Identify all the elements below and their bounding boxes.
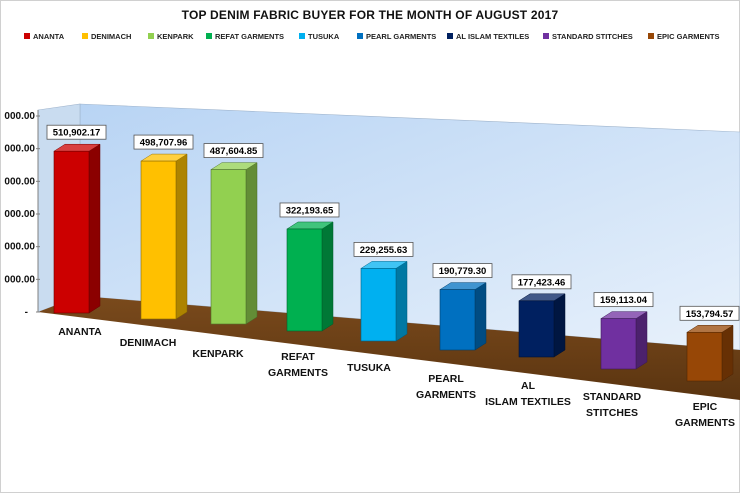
legend-item: PEARL GARMENTS <box>357 32 436 41</box>
data-label: 322,193.65 <box>286 205 334 216</box>
legend-swatch <box>543 33 549 39</box>
chart-title: TOP DENIM FABRIC BUYER FOR THE MONTH OF … <box>181 8 559 22</box>
x-tick-label: REFAT <box>281 351 315 363</box>
legend-label: STANDARD STITCHES <box>552 32 633 41</box>
legend-swatch <box>299 33 305 39</box>
data-label: 229,255.63 <box>360 245 408 256</box>
x-tick-label: PEARL <box>428 373 464 385</box>
y-tick-label: 000.00 <box>4 176 35 187</box>
bar-side <box>474 282 487 351</box>
y-tick-label: 000.00 <box>4 242 35 253</box>
legend-label: PEARL GARMENTS <box>366 32 437 41</box>
legend-swatch <box>648 33 654 39</box>
legend-swatch <box>206 33 212 39</box>
bar <box>518 300 555 358</box>
data-label-box <box>353 242 414 257</box>
legend-label: AL ISLAM TEXTILES <box>456 32 530 41</box>
bar-side <box>245 162 258 325</box>
data-label: 153,794.57 <box>686 309 734 320</box>
x-tick-label: AL <box>521 380 536 392</box>
y-tick-label: 000.00 <box>4 111 35 122</box>
data-label: 498,707.96 <box>140 138 188 149</box>
bar <box>140 160 177 320</box>
y-tick-label: 000.00 <box>4 209 35 220</box>
data-label-box <box>679 305 740 321</box>
x-tick-label: KENPARK <box>192 348 244 360</box>
legend-label: ANANTA <box>33 32 65 41</box>
x-tick-label: GARMENTS <box>268 367 328 379</box>
x-tick-label: ISLAM TEXTILES <box>485 396 571 408</box>
x-tick-label: DENIMACH <box>120 337 177 349</box>
data-label: 190,779.30 <box>439 266 487 277</box>
bar <box>53 150 90 314</box>
y-tick-label: 000.00 <box>4 144 35 155</box>
legend-swatch <box>357 33 363 39</box>
x-tick-label: STITCHES <box>586 407 638 419</box>
legend-swatch <box>82 33 88 39</box>
bar-side <box>175 153 188 320</box>
legend-label: EPIC GARMENTS <box>657 32 720 41</box>
x-tick-label: TUSUKA <box>347 362 391 374</box>
data-label: 510,902.17 <box>53 128 101 139</box>
legend-item: DENIMACH <box>82 32 131 41</box>
legend-item: ANANTA <box>24 32 64 41</box>
bar-side <box>88 143 101 314</box>
bar <box>686 331 723 382</box>
data-label-box <box>203 143 264 158</box>
x-tick-label: GARMENTS <box>675 417 735 429</box>
x-tick-label: STANDARD <box>583 391 642 403</box>
bar <box>210 169 247 325</box>
x-tick-label: ANANTA <box>58 326 102 338</box>
bar-side <box>553 293 566 358</box>
legend-label: REFAT GARMENTS <box>215 32 285 41</box>
x-tick-label: EPIC <box>693 401 718 413</box>
legend-label: KENPARK <box>157 32 194 41</box>
bar <box>600 318 637 370</box>
legend-item: STANDARD STITCHES <box>543 32 633 41</box>
bar-side <box>395 260 408 342</box>
legend-swatch <box>148 33 154 39</box>
data-label-box <box>593 292 654 308</box>
data-label-box <box>511 274 572 290</box>
data-label-box <box>279 202 340 218</box>
legend-item: AL ISLAM TEXTILES <box>447 32 529 41</box>
x-tick-label: GARMENTS <box>416 389 476 401</box>
bar <box>286 228 323 332</box>
data-label-box <box>46 124 107 140</box>
legend-swatch <box>24 33 30 39</box>
data-label: 159,113.04 <box>600 295 648 306</box>
data-label: 487,604.85 <box>210 146 258 157</box>
bar-side <box>721 324 734 382</box>
legend-item: TUSUKA <box>299 32 339 41</box>
data-label-box <box>133 134 194 150</box>
legend-item: KENPARK <box>148 32 194 41</box>
data-label-box <box>432 263 493 278</box>
bar <box>360 268 397 342</box>
y-tick-label: - <box>25 307 28 318</box>
legend-label: DENIMACH <box>91 32 132 41</box>
bar-side <box>635 311 648 370</box>
data-label: 177,423.46 <box>518 277 566 288</box>
chart-legend: ANANTA DENIMACH KENPARK REFAT GARMENTS TUSUK… <box>0 32 740 46</box>
bar-side <box>321 221 334 332</box>
legend-item: REFAT GARMENTS <box>206 32 284 41</box>
y-tick-label: 000.00 <box>4 274 35 285</box>
bar <box>439 289 476 351</box>
legend-swatch <box>447 33 453 39</box>
legend-label: TUSUKA <box>308 32 340 41</box>
legend-item: EPIC GARMENTS <box>648 32 720 41</box>
